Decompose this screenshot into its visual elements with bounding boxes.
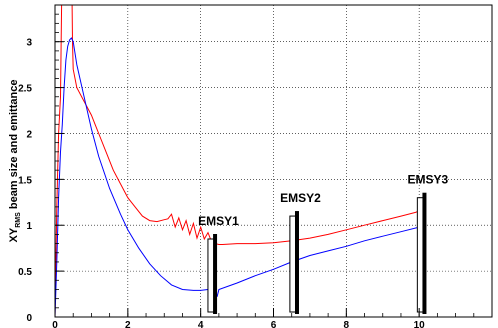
y-tick-label: 2 <box>26 129 32 140</box>
y-tick-label: 0.5 <box>18 267 32 278</box>
y-tick-label: 2.5 <box>18 84 32 95</box>
y-tick-label: 0 <box>26 313 32 324</box>
marker-bar-1 <box>213 234 218 314</box>
x-tick-label: 10 <box>414 320 426 328</box>
series-line-2 <box>55 37 420 317</box>
axis-ticks: 0 0.5 1 1.5 2 2.5 3 0 2 4 6 8 10 <box>18 4 493 328</box>
marker-label-1: EMSY1 <box>198 214 239 228</box>
x-tick-label: 2 <box>125 320 131 328</box>
y-axis-label-sub: RMS <box>15 212 22 228</box>
marker-label-3: EMSY3 <box>408 173 449 187</box>
x-tick-label: 4 <box>198 320 204 328</box>
series-line-1 <box>55 5 423 317</box>
x-tick-label: 8 <box>344 320 350 328</box>
series-layer <box>55 5 423 317</box>
marker-bar-3 <box>422 192 427 314</box>
y-tick-label: 3 <box>26 38 32 49</box>
marker-layer: EMSY1 EMSY2 EMSY3 <box>198 173 449 314</box>
x-tick-label: 6 <box>271 320 277 328</box>
y-tick-label: 1 <box>26 221 32 232</box>
y-axis-label: XYRMS beam size and emittance <box>8 80 22 243</box>
y-tick-label: 1.5 <box>18 175 32 186</box>
grid <box>55 5 492 317</box>
x-tick-label: 0 <box>52 320 58 328</box>
y-axis-label-rest: beam size and emittance <box>8 80 20 213</box>
y-axis-label-main: XY <box>8 227 20 242</box>
marker-label-2: EMSY2 <box>280 191 321 205</box>
marker-bar-2 <box>294 211 299 314</box>
